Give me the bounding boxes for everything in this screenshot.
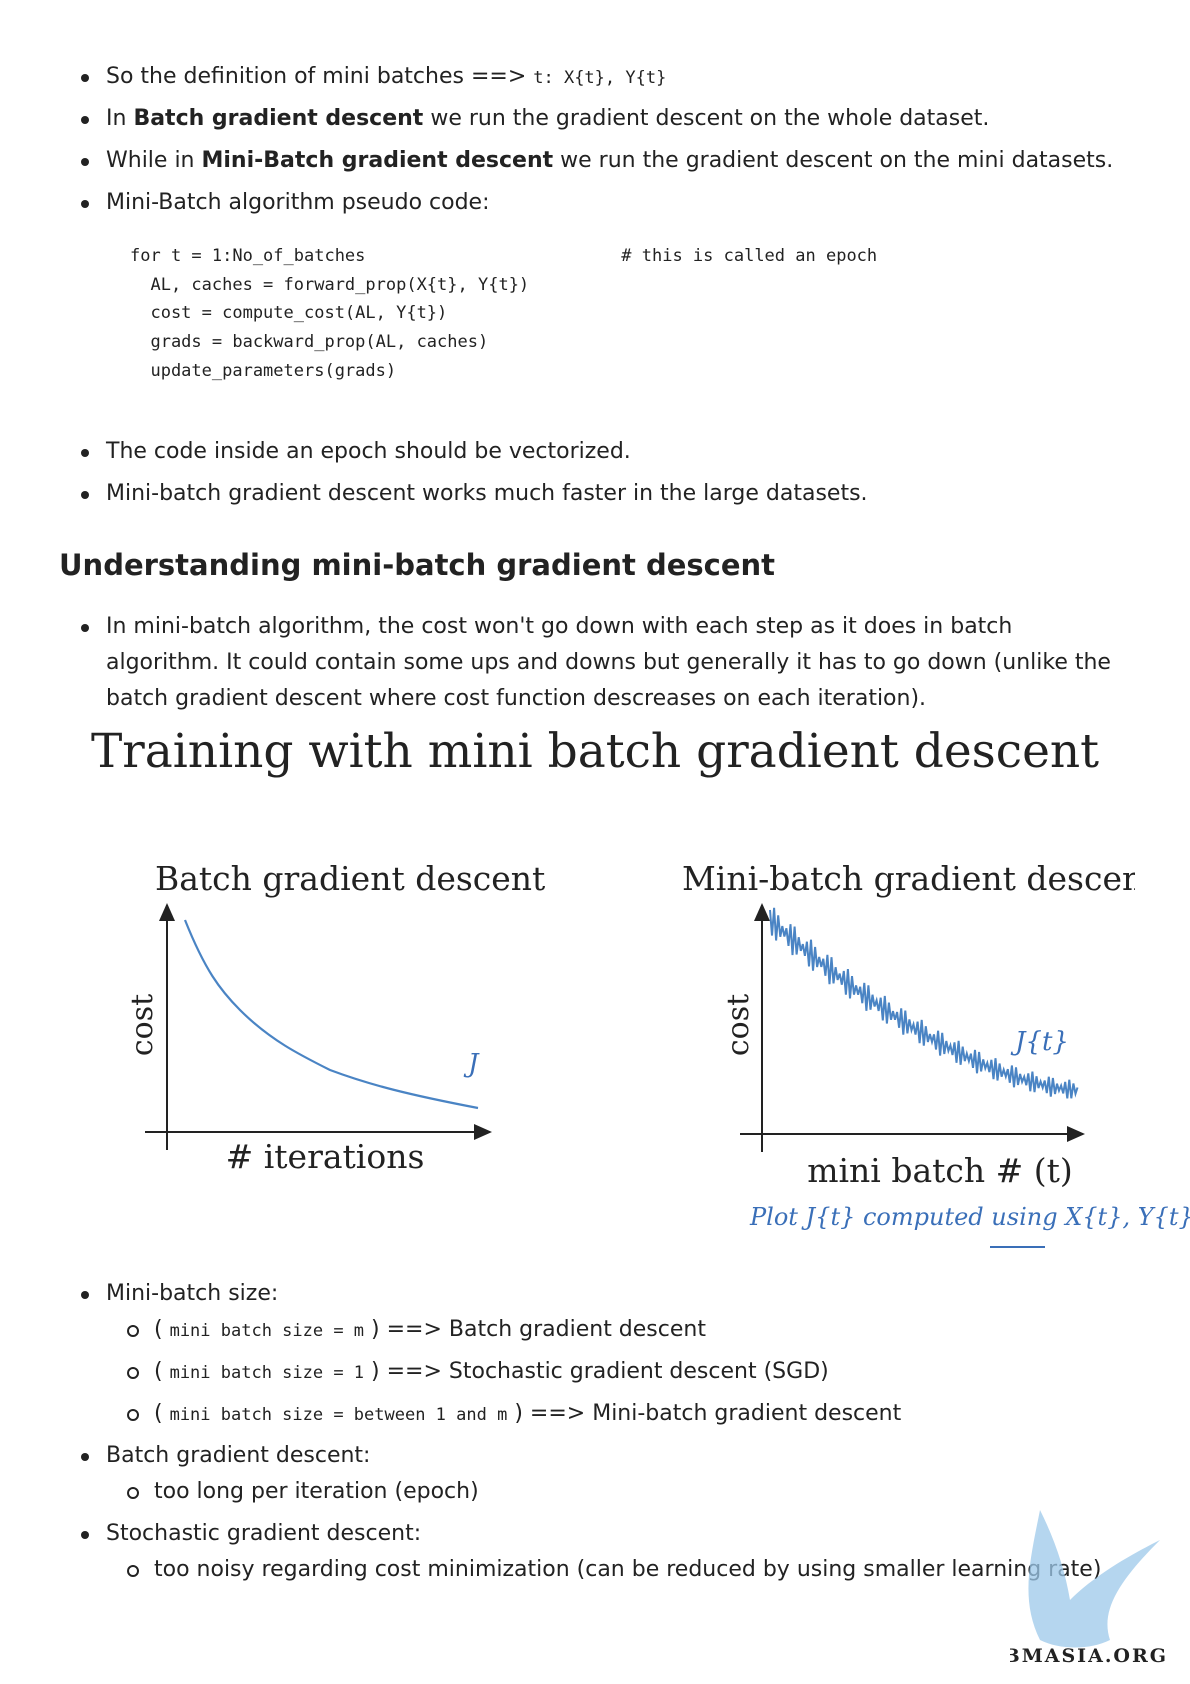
panel-title: Mini-batch gradient descent [682,859,1157,898]
code-line: update_parameters(grads) [130,360,397,381]
code-line: cost = compute_cost(AL, Y{t}) [130,303,448,324]
text-run: Batch gradient descent [133,106,424,131]
x-label: mini batch # (t) [807,1151,1073,1190]
bullet [81,449,89,457]
figure: Training with mini batch gradient descen… [91,724,1190,1248]
cost-curve [769,907,1079,1099]
text-run: So the definition of mini batches ==> [106,64,534,89]
sub-list-item: ( mini batch size = 1 ) ==> Stochastic g… [127,1354,829,1391]
list-item: In Batch gradient descent we run the gra… [81,101,990,137]
curve-label: J{t} [1010,1027,1069,1057]
text-run: In [106,106,134,131]
text-run: mini batch size = m [169,1321,365,1341]
logo-shape [1028,1510,1160,1648]
bullet [127,1565,139,1577]
text-run: Stochastic gradient descent: [106,1521,422,1546]
text-run: Mini-batch gradient descent works much f… [106,481,868,506]
text-run: mini batch size = 1 [169,1363,365,1383]
text-run: In mini-batch algorithm, the cost won't … [106,614,1118,711]
bullet [127,1409,139,1421]
code-line: AL, caches = forward_prop(X{t}, Y{t}) [130,274,530,295]
sub-list-item: ( mini batch size = between 1 and m ) ==… [127,1396,902,1433]
list-item: The code inside an epoch should be vecto… [81,434,631,470]
bullet [81,624,89,632]
list-item: While in Mini-Batch gradient descent we … [81,143,1114,179]
text-run: Mini-batch size: [106,1281,279,1306]
code-block: for t = 1:No_of_batches # this is called… [130,242,877,386]
sub-list-item: too long per iteration (epoch) [127,1474,479,1510]
text-run: too noisy regarding cost minimization (c… [154,1557,1102,1582]
text-run: While in [106,148,202,173]
text-run: ( [154,1317,170,1342]
text-run: ) ==> Stochastic gradient descent (SGD) [364,1359,829,1384]
text-run: Mini-Batch gradient descent [201,148,554,173]
curve-label: J [463,1049,480,1079]
x-label: # iterations [226,1137,425,1176]
text-run: too long per iteration (epoch) [154,1479,479,1504]
text-run: ) ==> Mini-batch gradient descent [507,1401,902,1426]
bullet [127,1487,139,1499]
watermark-text: ABMASIA.ORG [1010,1645,1168,1667]
bullet [81,74,89,82]
list-item: Mini-batch size: [81,1276,279,1312]
sub-list-item: too noisy regarding cost minimization (c… [127,1552,1102,1588]
bullet [81,1453,89,1461]
bullet [127,1325,139,1337]
text-run: t: X{t}, Y{t} [533,68,667,88]
bullet [81,200,89,208]
bullet [81,158,89,166]
code-line: for t = 1:No_of_batches # this is called… [130,246,878,266]
list-item: So the definition of mini batches ==> t:… [81,59,667,96]
text-run: ( [154,1401,170,1426]
text-run: we run the gradient descent on the mini … [553,148,1114,173]
cost-curve [183,919,479,1110]
text-run: Mini-Batch algorithm pseudo code: [106,190,490,215]
code-line: grads = backward_prop(AL, caches) [130,332,489,353]
list-item: Batch gradient descent: [81,1438,371,1474]
list-item: Stochastic gradient descent: [81,1516,422,1552]
text-run: we run the gradient descent on the whole… [423,106,990,131]
panel-title: Batch gradient descent [155,859,545,898]
text-run: ) ==> Batch gradient descent [364,1317,706,1342]
bullet [127,1367,139,1379]
section-heading: Understanding mini-batch gradient descen… [59,548,776,582]
list-item: Mini-Batch algorithm pseudo code: [81,185,490,221]
handwritten-note: Plot J{t} computed using X{t}, Y{t} [749,1203,1190,1231]
text-run: The code inside an epoch should be vecto… [106,439,631,464]
bullet [81,1531,89,1539]
bullet [81,116,89,124]
bullet [81,1291,89,1299]
sub-list-item: ( mini batch size = m ) ==> Batch gradie… [127,1312,706,1349]
text-run: ( [154,1359,170,1384]
y-label: cost [721,994,756,1056]
list-item: Mini-batch gradient descent works much f… [81,476,868,512]
text-run: Batch gradient descent: [106,1443,371,1468]
list-item: In mini-batch algorithm, the cost won't … [81,609,1118,717]
bullet [81,491,89,499]
figure-title: Training with mini batch gradient descen… [91,724,1099,779]
text-run: mini batch size = between 1 and m [169,1405,508,1425]
y-label: cost [125,994,160,1056]
watermark-logo: ABMASIA.ORG [1010,1510,1168,1667]
